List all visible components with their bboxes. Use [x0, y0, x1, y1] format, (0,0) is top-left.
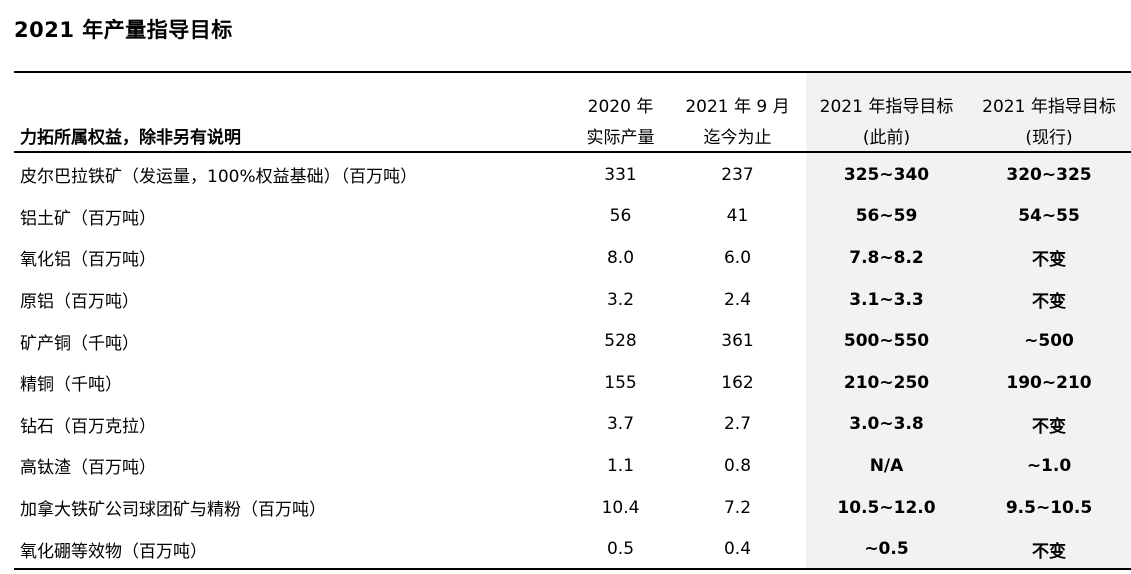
cell-guidance-prev: 56~59: [855, 206, 918, 227]
table-row: 精铜（千吨） 155 162 210~250 190~210: [14, 362, 1131, 404]
header-empty-cell: [14, 73, 572, 118]
row-label: 氧化硼等效物（百万吨）: [20, 541, 207, 562]
cell-2020-actual: 8.0: [606, 247, 635, 268]
table-row: 矿产铜（千吨） 528 361 500~550 ~500: [14, 320, 1131, 362]
row-label: 氧化铝（百万吨）: [20, 250, 156, 271]
cell-2021-ytd: 2.4: [723, 289, 752, 310]
cell-2020-actual: 528: [604, 331, 637, 352]
cell-2020-actual: 155: [604, 372, 637, 393]
cell-2020-actual: 3.2: [606, 289, 635, 310]
cell-guidance-curr: 不变: [1032, 250, 1066, 271]
row-label: 精铜（千吨）: [20, 375, 122, 396]
cell-guidance-prev: ~0.5: [864, 539, 909, 560]
cell-guidance-prev: 7.8~8.2: [849, 247, 924, 268]
row-label: 皮尔巴拉铁矿（发运量，100%权益基础）（百万吨）: [20, 167, 418, 188]
cell-guidance-curr: 不变: [1032, 292, 1066, 313]
cell-guidance-prev: 210~250: [843, 372, 930, 393]
header-2021-ytd-line1: 2021 年 9 月: [685, 97, 790, 117]
cell-guidance-curr: 54~55: [1018, 206, 1080, 227]
header-row-label: 力拓所属权益，除非另有说明: [20, 127, 241, 148]
cell-2020-actual: 10.4: [601, 497, 640, 518]
header-guidance-prev-line1: 2021 年指导目标: [819, 97, 954, 117]
table-row: 氧化硼等效物（百万吨） 0.5 0.4 ~0.5 不变: [14, 528, 1131, 570]
cell-guidance-curr: 不变: [1032, 416, 1066, 437]
row-label: 高钛渣（百万吨）: [20, 458, 156, 479]
header-guidance-curr-line1: 2021 年指导目标: [982, 97, 1116, 117]
table-header-row-2: 力拓所属权益，除非另有说明 实际产量 迄今为止 (此前) (现行): [14, 118, 1131, 154]
row-label: 矿产铜（千吨）: [20, 333, 139, 354]
table-row: 钻石（百万克拉） 3.7 2.7 3.0~3.8 不变: [14, 404, 1131, 446]
cell-2020-actual: 3.7: [606, 414, 635, 435]
cell-guidance-curr: ~500: [1024, 331, 1074, 352]
header-2020-line1: 2020 年: [587, 97, 654, 117]
cell-2020-actual: 1.1: [606, 455, 635, 476]
row-label: 加拿大铁矿公司球团矿与精粉（百万吨）: [20, 500, 326, 521]
cell-guidance-curr: ~1.0: [1026, 455, 1072, 476]
cell-2021-ytd: 237: [721, 164, 754, 185]
cell-guidance-prev: 500~550: [843, 331, 930, 352]
cell-guidance-prev: N/A: [869, 455, 904, 476]
header-guidance-prev-line2: (此前): [862, 127, 911, 148]
cell-guidance-prev: 325~340: [843, 164, 930, 185]
row-label: 原铝（百万吨）: [20, 292, 139, 313]
header-2020-line2: 实际产量: [586, 127, 655, 148]
guidance-columns-shading: [806, 73, 1131, 568]
table-row: 原铝（百万吨） 3.2 2.4 3.1~3.3 不变: [14, 279, 1131, 321]
table-header-row-1: 2020 年 2021 年 9 月 2021 年指导目标 2021 年指导目标: [14, 73, 1131, 118]
cell-2021-ytd: 361: [721, 331, 754, 352]
guidance-table: 2020 年 2021 年 9 月 2021 年指导目标 2021 年指导目标 …: [14, 73, 1131, 570]
header-2021-ytd-line2: 迄今为止: [703, 127, 772, 148]
cell-2020-actual: 0.5: [606, 539, 635, 560]
row-label: 钻石（百万克拉）: [20, 416, 156, 437]
table-row: 氧化铝（百万吨） 8.0 6.0 7.8~8.2 不变: [14, 237, 1131, 279]
table-row: 加拿大铁矿公司球团矿与精粉（百万吨） 10.4 7.2 10.5~12.0 9.…: [14, 487, 1131, 529]
cell-guidance-prev: 3.1~3.3: [849, 289, 924, 310]
cell-guidance-prev: 10.5~12.0: [837, 497, 936, 518]
cell-2021-ytd: 0.8: [723, 455, 752, 476]
cell-guidance-curr: 320~325: [1006, 164, 1092, 185]
page-title: 2021 年产量指导目标: [14, 18, 233, 42]
cell-2021-ytd: 6.0: [723, 247, 752, 268]
table-header-rule: [14, 151, 1131, 153]
cell-guidance-curr: 190~210: [1006, 372, 1092, 393]
cell-guidance-curr: 不变: [1032, 541, 1066, 562]
table-row: 铝土矿（百万吨） 56 41 56~59 54~55: [14, 196, 1131, 238]
cell-2020-actual: 56: [609, 206, 632, 227]
table-top-rule: [14, 71, 1131, 73]
cell-2021-ytd: 162: [721, 372, 754, 393]
cell-2021-ytd: 0.4: [723, 539, 752, 560]
cell-2021-ytd: 41: [726, 206, 749, 227]
table-bottom-rule: [14, 568, 1131, 570]
cell-2020-actual: 331: [604, 164, 637, 185]
row-label: 铝土矿（百万吨）: [20, 208, 156, 229]
table-row: 高钛渣（百万吨） 1.1 0.8 N/A ~1.0: [14, 445, 1131, 487]
cell-guidance-prev: 3.0~3.8: [849, 414, 924, 435]
header-guidance-curr-line2: (现行): [1025, 127, 1073, 148]
cell-guidance-curr: 9.5~10.5: [1005, 497, 1093, 518]
table-row: 皮尔巴拉铁矿（发运量，100%权益基础）（百万吨） 331 237 325~34…: [14, 154, 1131, 196]
cell-2021-ytd: 2.7: [723, 414, 752, 435]
cell-2021-ytd: 7.2: [723, 497, 752, 518]
